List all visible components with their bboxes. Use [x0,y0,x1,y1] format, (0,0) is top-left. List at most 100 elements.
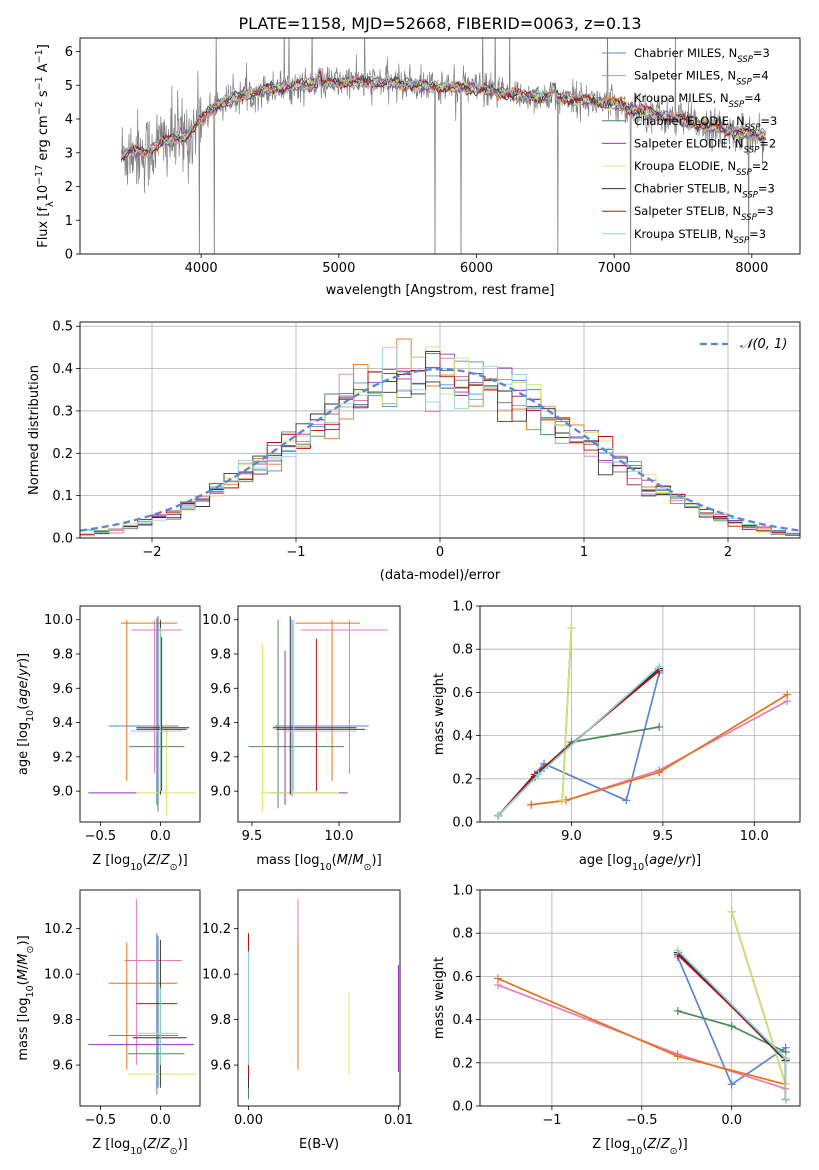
legend-text: SSP [736,78,752,88]
x-tick-label: 2 [724,545,732,560]
label-part: A [36,63,51,76]
y-tick-label: 0.1 [52,489,73,504]
y-tick-label: 0 [65,248,73,263]
label-part: ⊙ [170,1146,178,1157]
chart-weight-age: 9.0 9.5 10.0 0.0 0.2 0.4 0.6 0.8 1.0 age [log10(a… [432,600,801,873]
legend-text: SSP [744,145,760,155]
label-part: / [156,853,161,868]
label-part: / [674,853,679,868]
x-tick-label: −0.5 [626,1113,658,1128]
label-part: / [156,1137,161,1152]
weight-line-salpeter-miles [531,700,788,806]
axes-frame [237,605,401,823]
label-part: )] [16,935,31,945]
chart-mass-Z: −0.5 0.09.69.810.010.2Z [log10(Z/Z⊙)]mass… [16,889,201,1157]
x-axis-label: mass [log10(M/M⊙)] [256,853,381,873]
legend-text: Chabrier STELIB, N [634,182,742,196]
x-tick-label: 1 [580,545,588,560]
label-part: Z [160,853,171,868]
x-tick-label: 0 [436,545,444,560]
label-part: M [16,953,31,964]
legend-entry: Chabrier ELODIE, NSSP=3 [634,114,777,133]
weight-line-kroupa-elodie [561,627,573,801]
legend-entry: Kroupa STELIB, NSSP=3 [634,227,766,246]
chart-mass-ebv: 0.00 0.01 9.6 9.8 10.0 10.2 E(B-V) [202,889,413,1152]
spectrum-model-kroupa-stelib [120,66,766,159]
normal-curve [80,367,800,532]
label-part: mass weight [432,957,447,1039]
y-axis-label: Normed distribution [27,365,42,495]
errorbar-area [248,899,399,1100]
legend-entry: Chabrier MILES, NSSP=3 [634,46,770,65]
y-tick-label: 0.0 [452,1100,473,1115]
x-tick-label: −2 [142,545,161,560]
y-tick-label: 0.0 [52,532,73,547]
legend-text: SSP [729,100,745,110]
legend-text: SSP [742,191,758,201]
weight-line-chabrier-elodie [497,726,660,817]
legend-text: Chabrier MILES, N [634,46,737,60]
y-tick-label: 9.8 [52,648,73,663]
chart-residuals: −2 −1 0 1 2 0.0 0.1 0.2 0.3 0.4 0.5 (data-model)/er… [27,320,801,583]
label-part: M [16,969,31,980]
label-part: )] [178,1137,188,1152]
legend-text: SSP [745,123,761,133]
label-part: / [16,964,31,969]
axes-frame [479,605,801,823]
y-tick-label: 10.0 [202,968,231,983]
y-tick-label: 10.2 [44,922,73,937]
weight-marker-kroupa-stelib [781,1054,790,1063]
spectrum-model-chabrier-stelib [120,74,766,162]
label-part: mass weight [432,673,447,755]
x-tick-label: 9.0 [561,829,582,844]
label-part: ⊙ [364,862,372,873]
legend-entry: Kroupa MILES, NSSP=4 [634,91,761,110]
label-part: 10 [36,185,51,202]
y-tick-label: 9.6 [52,682,73,697]
label-part: ( [644,853,649,868]
label-part: ] [36,44,51,49]
weight-marker-chabrier-elodie [673,1006,682,1015]
y-axis-label: mass [log10(M/M⊙)] [16,935,36,1060]
x-tick-label: 0.00 [234,1113,263,1128]
x-axis-label: Z [log10(Z/Z⊙)] [592,1137,687,1157]
y-tick-label: 0.6 [452,970,473,985]
weight-marker-chabrier-elodie [655,722,664,731]
label-part: Z [log [92,1137,130,1152]
y-tick-label: 0.4 [452,729,473,744]
y-tick-label: 0.4 [52,362,73,377]
axes-frame [237,889,401,1107]
label-part: ⊙ [670,1146,678,1157]
weight-marker-kroupa-miles [655,768,664,777]
x-axis-label: Z [log10(Z/Z⊙)] [92,853,187,873]
x-tick-label: −1 [542,1113,561,1128]
weight-marker-kroupa-miles [527,800,536,809]
weight-marker-chabrier-miles [727,1080,736,1089]
label-part: 10 [632,862,644,873]
x-axis-label: E(B-V) [299,1137,339,1152]
label-part: Z [log [92,853,130,868]
y-tick-label: 1.0 [452,600,473,615]
weight-marker-kroupa-stelib [673,946,682,955]
x-tick-label: −1 [286,545,305,560]
y-tick-label: 0.0 [452,816,473,831]
label-part: Z [646,1137,657,1152]
y-tick-label: 4 [65,113,73,128]
label-part: )] [16,653,31,663]
weight-plot-area [494,623,792,820]
legend-text: =4 [744,91,761,105]
y-tick-label: 0.2 [452,1056,473,1071]
y-tick-label: 10.0 [44,613,73,628]
x-tick-label: 10.0 [740,829,769,844]
y-tick-label: 10.0 [202,613,231,628]
y-tick-label: 9.0 [210,785,231,800]
label-part: ( [142,1137,147,1152]
label-part: 10 [320,862,332,873]
label-part: )] [691,853,701,868]
axes-frame [79,605,201,823]
chart-weight-Z: −1 −0.5 0.00.00.20.40.60.81.0Z [log10(Z/Z⊙… [432,884,801,1157]
errorbar-area [88,616,197,816]
x-axis-label: (data-model)/error [380,568,501,583]
legend-entry: Kroupa ELODIE, NSSP=2 [634,159,769,178]
